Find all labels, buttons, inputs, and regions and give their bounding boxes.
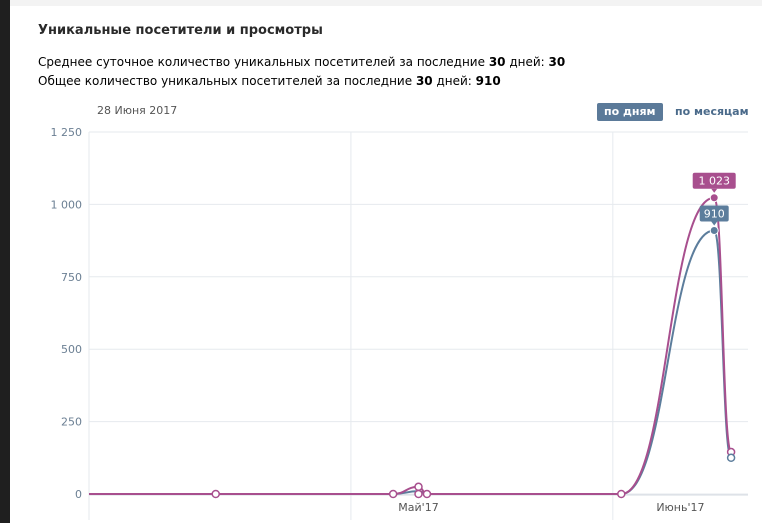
y-tick-label: 250 bbox=[61, 416, 82, 429]
data-point-marker bbox=[211, 489, 220, 499]
highlight-label-1: 1 023 bbox=[698, 175, 730, 188]
x-tick-label: Июнь'17 bbox=[656, 501, 704, 514]
y-tick-label: 1 250 bbox=[51, 126, 83, 139]
by-days-button[interactable]: по дням bbox=[597, 103, 663, 121]
data-point-marker bbox=[388, 489, 398, 499]
selected-date-label: 28 Июня 2017 bbox=[97, 104, 178, 117]
highlight-point-1 bbox=[709, 193, 719, 203]
series-line-0 bbox=[89, 229, 733, 496]
series-line-1 bbox=[89, 196, 733, 496]
top-edge-strip bbox=[10, 0, 762, 6]
y-tick-label: 0 bbox=[75, 488, 82, 501]
data-point-marker bbox=[617, 489, 626, 499]
highlight-label-bg-1 bbox=[692, 172, 736, 189]
data-point-marker bbox=[414, 489, 423, 499]
by-months-button[interactable]: по месяцам bbox=[675, 105, 749, 118]
section-title: Уникальные посетители и просмотры bbox=[38, 23, 323, 38]
data-point-marker bbox=[414, 482, 423, 492]
highlight-label-bg-0 bbox=[699, 205, 729, 222]
y-tick-label: 750 bbox=[61, 271, 82, 284]
end-point-marker bbox=[726, 453, 736, 463]
highlight-label-0: 910 bbox=[704, 207, 725, 220]
highlight-label-pointer-1 bbox=[711, 188, 718, 193]
x-tick-label: Май'17 bbox=[398, 501, 438, 514]
highlight-point-0 bbox=[709, 225, 719, 235]
y-tick-label: 500 bbox=[61, 343, 82, 356]
total-visitors-stat: Общее количество уникальных посетителей … bbox=[38, 74, 501, 88]
data-point-marker bbox=[422, 489, 432, 499]
highlight-label-pointer-0 bbox=[711, 221, 718, 226]
average-daily-visitors-stat: Среднее суточное количество уникальных п… bbox=[38, 55, 566, 69]
left-edge-strip bbox=[0, 0, 10, 523]
y-tick-label: 1 000 bbox=[51, 198, 83, 211]
